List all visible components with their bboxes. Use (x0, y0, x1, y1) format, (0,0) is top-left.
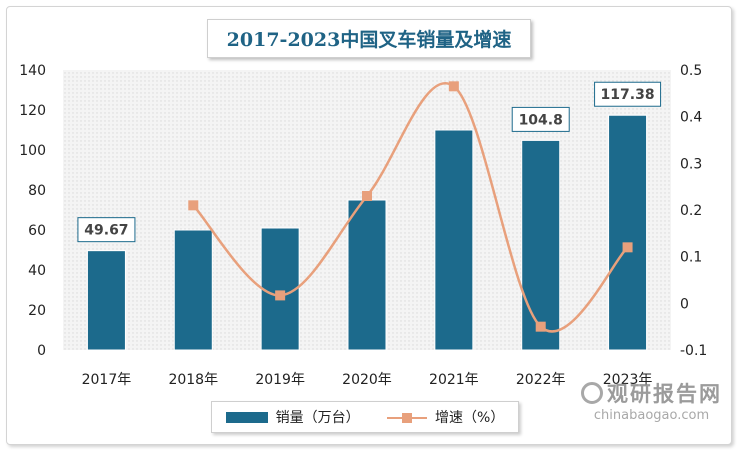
growth-point-2020年 (362, 191, 372, 201)
y-right-tick-label: 0.3 (680, 156, 702, 172)
bar-2022年 (521, 139, 561, 351)
data-label-2022年: 104.8 (519, 112, 563, 128)
growth-point-2022年 (535, 321, 546, 332)
bar-2018年 (173, 229, 213, 351)
watermark-en: chinabaogao.com (593, 408, 710, 423)
x-tick-label: 2021年 (429, 372, 479, 388)
y-right-tick-label: 0.2 (680, 203, 702, 219)
bar-2021年 (434, 129, 474, 351)
y-right-tick-label: -0.1 (680, 343, 707, 359)
growth-point-2021年 (448, 81, 459, 92)
y-left-tick-label: 80 (28, 183, 46, 199)
y-left-tick-label: 20 (28, 303, 46, 319)
watermark-cn: 观研报告网 (581, 378, 722, 408)
legend-item-sales: 销量（万台） (225, 407, 360, 427)
y-right-tick-label: 0 (680, 296, 689, 312)
y-left-tick-label: 140 (19, 63, 46, 79)
y-right-tick-label: 0.1 (680, 250, 702, 266)
x-tick-label: 2022年 (516, 372, 566, 388)
data-label-box (511, 106, 570, 132)
y-left-tick-label: 40 (28, 263, 46, 279)
x-tick-label: 2020年 (342, 372, 392, 388)
growth-point-2023年 (622, 242, 633, 253)
y-right-tick-label: 0.5 (680, 63, 702, 79)
watermark: 观研报告网 chinabaogao.com (581, 378, 722, 423)
x-tick-label: 2019年 (255, 372, 305, 388)
y-left-tick-label: 60 (28, 223, 46, 239)
growth-point-2018年 (188, 200, 199, 211)
y-left-tick-label: 120 (19, 103, 46, 119)
chart-title: 2017-2023中国叉车销量及增速 (207, 19, 531, 58)
bar-2019年 (260, 227, 300, 351)
bar-2023年 (608, 114, 648, 351)
legend-item-growth: 增速（%） (387, 407, 504, 427)
watermark-cn-text: 观研报告网 (607, 382, 722, 406)
watermark-logo-icon (581, 382, 603, 404)
x-tick-label: 2018年 (168, 372, 218, 388)
x-tick-label: 2023年 (603, 372, 653, 388)
data-label-2017年: 49.67 (84, 223, 128, 239)
data-label-2023年: 117.38 (601, 87, 655, 103)
bar-2020年 (347, 199, 387, 351)
growth-point-2019年 (275, 290, 286, 301)
data-label-box (594, 81, 662, 107)
bar-2017年 (86, 250, 126, 351)
legend: 销量（万台） 增速（%） (211, 401, 519, 433)
y-left-tick-label: 0 (37, 343, 46, 359)
x-tick-label: 2017年 (82, 372, 132, 388)
legend-swatch-line (387, 412, 428, 423)
data-label-box (77, 217, 136, 243)
y-right-tick-label: 0.4 (680, 110, 702, 126)
y-left-tick-label: 100 (19, 143, 46, 159)
legend-label-sales: 销量（万台） (275, 410, 360, 426)
legend-label-growth: 增速（%） (435, 410, 505, 426)
legend-swatch-bar (225, 411, 268, 423)
